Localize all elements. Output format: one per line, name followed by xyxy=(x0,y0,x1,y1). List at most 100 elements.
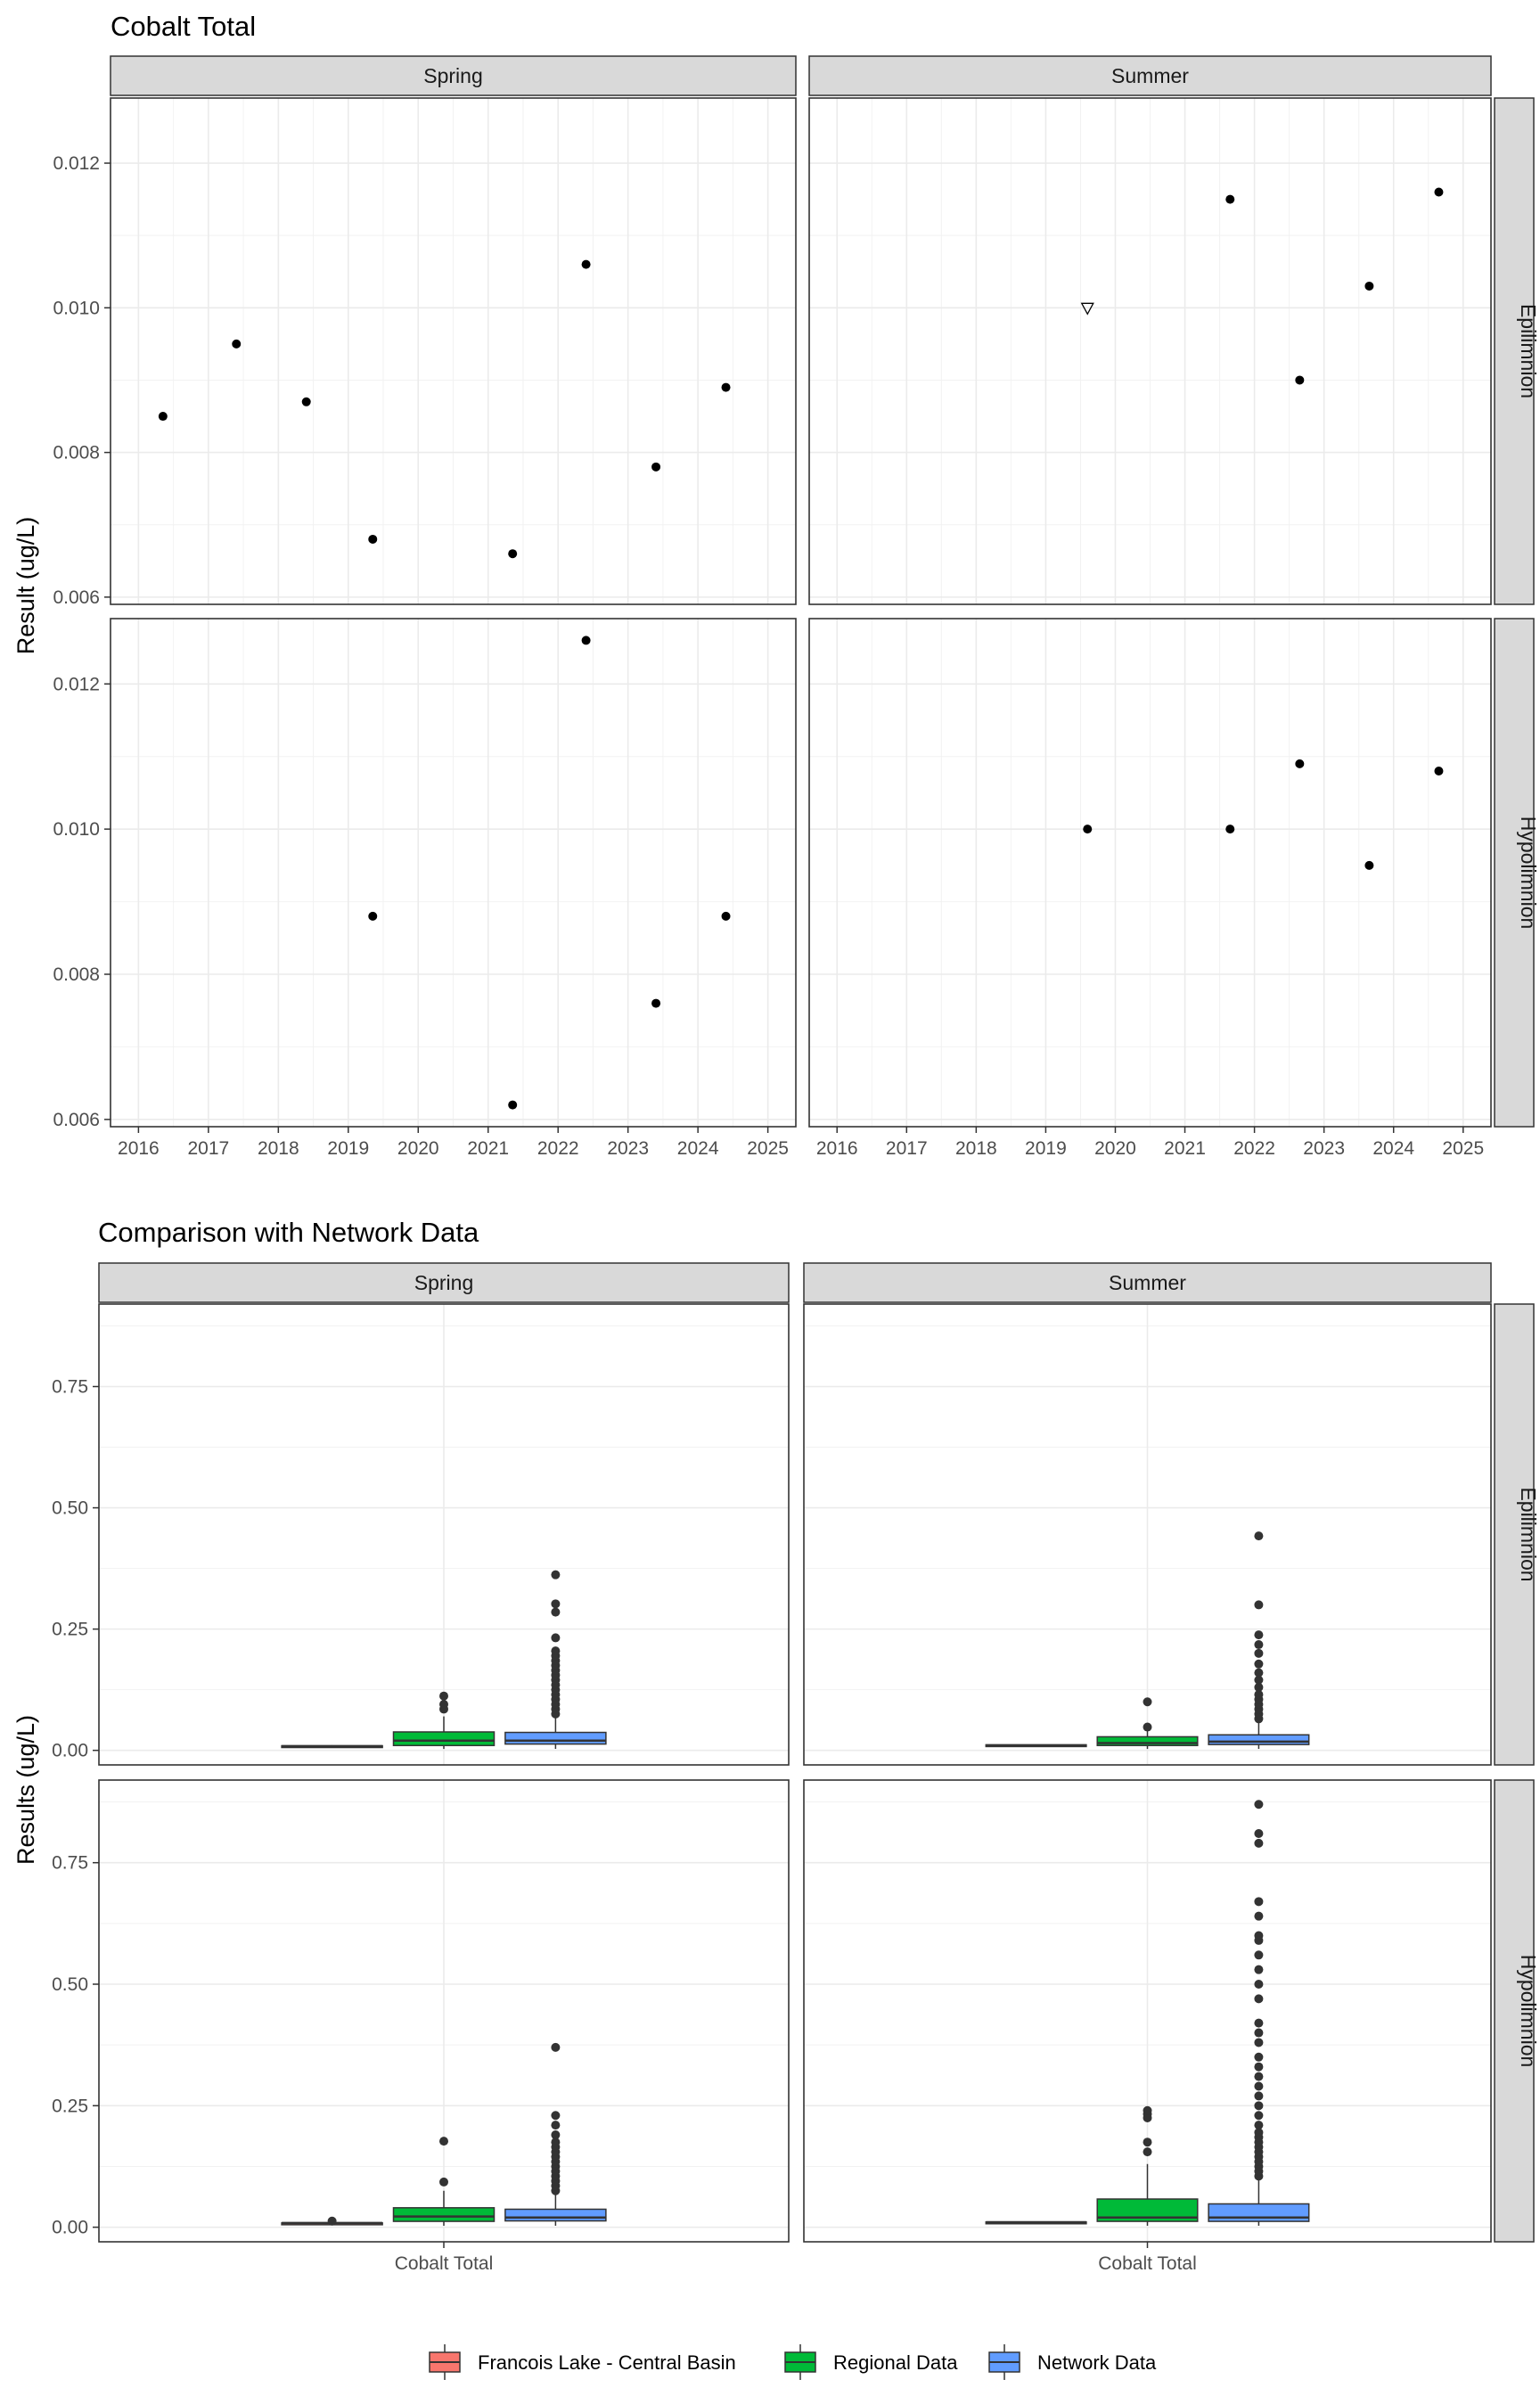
facet-strip-summer xyxy=(803,1262,1492,1303)
outlier-point xyxy=(1143,1697,1152,1707)
panel-summer-epilimnion xyxy=(808,97,1492,605)
box-body xyxy=(1208,2203,1310,2222)
x-tick-label: 2018 xyxy=(258,1138,299,1159)
panel-border xyxy=(110,97,797,605)
facet-strip-label-summer: Summer xyxy=(1109,1271,1186,1294)
data-point xyxy=(508,549,518,559)
y-tick-label: 0.006 xyxy=(53,1110,100,1130)
data-point xyxy=(232,339,242,349)
outlier-point xyxy=(1254,2062,1264,2072)
legend: Francois Lake - Central Basin Regional Da… xyxy=(429,2344,1157,2380)
outlier-point xyxy=(1254,2072,1264,2081)
y-tick-label: 0.010 xyxy=(53,298,100,318)
x-tick-label: 2020 xyxy=(397,1138,439,1159)
outlier-point xyxy=(1254,1965,1264,1974)
outlier-point xyxy=(439,2137,448,2146)
outlier-point xyxy=(1143,2138,1152,2147)
outlier-point xyxy=(1254,1659,1264,1669)
facet-strip-label-epilimnion: Epilimnion xyxy=(1517,1487,1540,1581)
x-tick-label: 2022 xyxy=(1233,1138,1275,1159)
outlier-point xyxy=(1254,1531,1264,1541)
outlier-point xyxy=(551,1599,561,1609)
box-francois-lake-central-basin xyxy=(281,2216,383,2226)
panel-spring-hypolimnion: 0.00 0.25 0.50 0.75 Cobalt Total xyxy=(52,1779,790,2274)
data-point xyxy=(1434,187,1444,197)
data-point xyxy=(158,412,168,422)
legend-item-regional-data: Regional Data xyxy=(784,2344,958,2380)
data-point xyxy=(1225,194,1235,204)
outlier-point xyxy=(1254,2091,1264,2101)
outlier-point xyxy=(1254,1640,1264,1650)
outlier-point xyxy=(1254,2121,1264,2130)
outlier-point xyxy=(439,1691,448,1701)
outlier-point xyxy=(1254,1630,1264,1640)
y-tick-label: 0.25 xyxy=(52,1620,88,1640)
x-tick-label: 2017 xyxy=(886,1138,928,1159)
x-tick-label: 2018 xyxy=(955,1138,997,1159)
x-tick-label: 2019 xyxy=(327,1138,369,1159)
outlier-point xyxy=(1254,1648,1264,1658)
data-point xyxy=(1364,860,1374,870)
y-tick-label: 0.012 xyxy=(53,674,100,694)
data-point xyxy=(1295,375,1305,385)
box-body xyxy=(504,2208,607,2222)
panel-border xyxy=(803,1303,1492,1766)
x-tick-label: 2017 xyxy=(187,1138,229,1159)
data-point xyxy=(1364,281,1374,291)
x-tick-label: 2022 xyxy=(537,1138,579,1159)
y-tick-label: 0.012 xyxy=(53,153,100,174)
y-tick-label: 0.00 xyxy=(52,2218,88,2238)
box-francois-lake-central-basin xyxy=(985,1744,1087,1748)
y-tick-label: 0.008 xyxy=(53,964,100,985)
panel-border xyxy=(110,618,797,1128)
legend-item-network-data: Network Data xyxy=(988,2344,1157,2380)
data-point xyxy=(508,1100,518,1110)
facet-strip-hypolimnion xyxy=(1494,618,1535,1128)
outlier-point xyxy=(1254,1994,1264,2004)
y-tick-label: 0.50 xyxy=(52,1974,88,1995)
x-tick-label: 2016 xyxy=(816,1138,858,1159)
data-point xyxy=(651,462,661,472)
box-regional-data xyxy=(1096,1697,1199,1750)
box-network-data xyxy=(1208,1800,1310,2227)
panel-border xyxy=(808,97,1492,605)
outlier-point xyxy=(1254,2038,1264,2047)
panel-summer-hypolimnion: 2016 2017 2018 2019 2020 2021 2022 2023 2024 2025 xyxy=(808,618,1492,1159)
facet-strip-spring xyxy=(110,55,797,96)
data-point xyxy=(1225,825,1235,834)
outlier-point xyxy=(1254,1838,1264,1848)
outlier-point xyxy=(1254,2018,1264,2028)
outlier-point xyxy=(1143,2147,1152,2157)
outlier-point xyxy=(1254,1911,1264,1921)
outlier-point xyxy=(1254,2052,1264,2062)
chart-title-comparison: Comparison with Network Data xyxy=(98,1217,479,1248)
outlier-point xyxy=(551,1646,561,1656)
x-tick-label: 2023 xyxy=(607,1138,649,1159)
outlier-point xyxy=(551,2111,561,2121)
data-point xyxy=(1083,825,1093,834)
panel-spring-epilimnion: 0.006 0.008 0.010 0.012 xyxy=(53,97,797,608)
facet-strip-summer xyxy=(808,55,1492,96)
data-point xyxy=(301,397,311,406)
outlier-point xyxy=(551,1570,561,1580)
x-tick-label: 2024 xyxy=(677,1138,719,1159)
x-tick-label: 2019 xyxy=(1025,1138,1067,1159)
outlier-point xyxy=(439,2177,448,2187)
outlier-point xyxy=(1254,1682,1264,1692)
y-tick-label: 0.010 xyxy=(53,819,100,840)
x-tick-label: Cobalt Total xyxy=(395,2253,494,2274)
outlier-point xyxy=(1254,2101,1264,2111)
outlier-point xyxy=(1254,1897,1264,1907)
y-tick-label: 0.008 xyxy=(53,443,100,464)
box-body xyxy=(392,1731,496,1746)
outlier-point xyxy=(1254,1800,1264,1809)
panel-summer-epilimnion xyxy=(803,1303,1492,1766)
outlier-point xyxy=(1254,1668,1264,1678)
outlier-point xyxy=(551,2121,561,2130)
data-point xyxy=(581,259,591,269)
outlier-point xyxy=(1254,1931,1264,1941)
data-point-nondetect xyxy=(1080,302,1094,316)
y-axis-label-results: Results (ug/L) xyxy=(12,1715,39,1865)
box-francois-lake-central-basin xyxy=(281,1744,383,1749)
